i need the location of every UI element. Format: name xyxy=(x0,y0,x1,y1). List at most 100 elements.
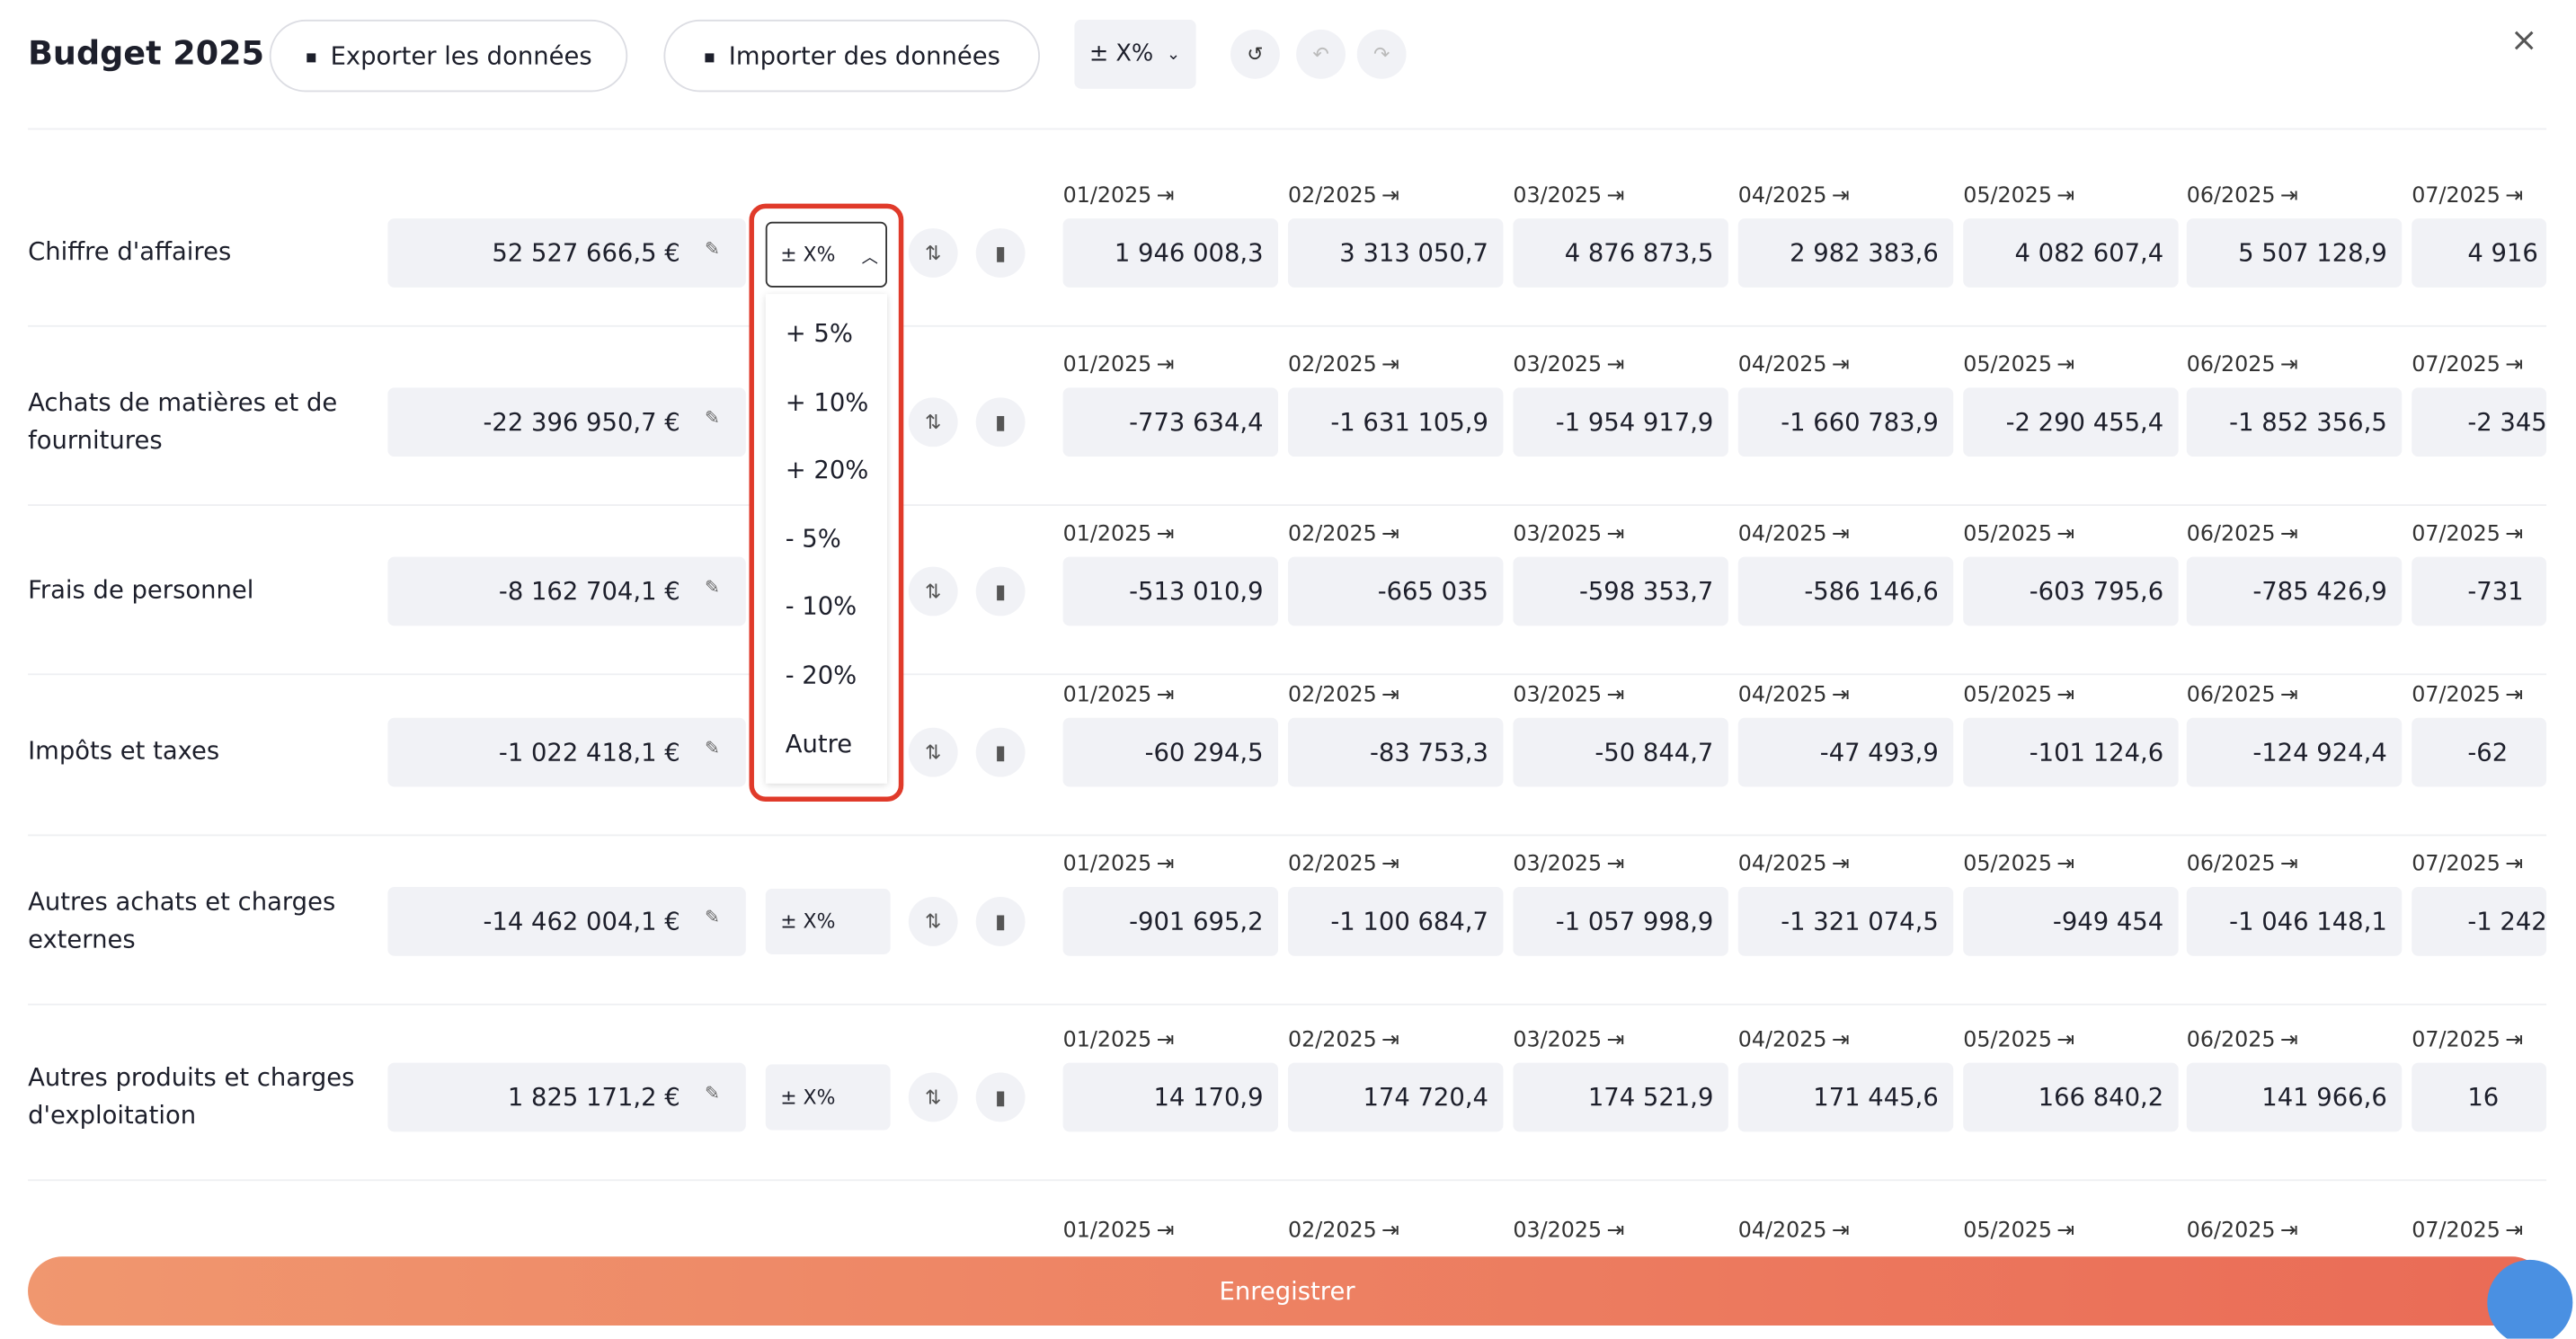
dropdown-option[interactable]: + 5% xyxy=(785,318,853,349)
dropdown-option[interactable]: + 20% xyxy=(785,455,869,485)
month-input[interactable]: -949 454 xyxy=(1963,887,2179,956)
month-input[interactable]: 14 170,9 xyxy=(1062,1062,1279,1132)
dropdown-option[interactable]: Autre xyxy=(785,728,853,758)
month-input[interactable]: -83 753,3 xyxy=(1287,717,1504,787)
total-input[interactable]: 52 527 666,5 € xyxy=(387,218,746,288)
month-value: 5 507 128,9 xyxy=(2238,238,2387,268)
month-input[interactable]: -1 100 684,7 xyxy=(1287,887,1504,956)
month-input[interactable]: 5 507 128,9 xyxy=(2186,218,2403,288)
sort-button[interactable]: ⇅ xyxy=(908,566,958,616)
month-input[interactable]: -665 035 xyxy=(1287,556,1504,626)
month-input[interactable]: -1 852 356,5 xyxy=(2186,387,2403,457)
total-input[interactable]: -22 396 950,7 € xyxy=(387,387,746,457)
month-value: 1 946 008,3 xyxy=(1114,238,1264,268)
month-input[interactable]: 16 xyxy=(2412,1062,2547,1132)
month-input[interactable]: -785 426,9 xyxy=(2186,556,2403,626)
total-input[interactable]: -8 162 704,1 € xyxy=(387,556,746,626)
month-input[interactable]: 171 445,6 xyxy=(1737,1062,1954,1132)
month-input[interactable]: 174 521,9 xyxy=(1513,1062,1728,1132)
month-input[interactable]: 3 313 050,7 xyxy=(1287,218,1504,288)
month-input[interactable]: -603 795,6 xyxy=(1963,556,2179,626)
month-input[interactable]: -2 290 455,4 xyxy=(1963,387,2179,457)
history-button[interactable]: ↺ xyxy=(1230,29,1280,79)
month-input[interactable]: 174 720,4 xyxy=(1287,1062,1504,1132)
month-input[interactable]: -1 660 783,9 xyxy=(1737,387,1954,457)
total-input[interactable]: -14 462 004,1 € xyxy=(387,887,746,956)
month-label: 06/2025 xyxy=(2186,1219,2276,1244)
clipboard-button[interactable]: ▮ xyxy=(975,228,1026,278)
redo-button[interactable]: ↷ xyxy=(1356,29,1407,79)
month-input[interactable]: -60 294,5 xyxy=(1062,717,1279,787)
month-input[interactable]: -513 010,9 xyxy=(1062,556,1279,626)
month-input[interactable]: -50 844,7 xyxy=(1513,717,1728,787)
edit-icon[interactable]: ✎ xyxy=(705,1082,720,1104)
total-input[interactable]: -1 022 418,1 € xyxy=(387,717,746,787)
clipboard-button[interactable]: ▮ xyxy=(975,727,1026,777)
month-input[interactable]: -731 xyxy=(2412,556,2547,626)
month-input[interactable]: -1 057 998,9 xyxy=(1513,887,1728,956)
row-separator xyxy=(28,1179,2547,1182)
edit-icon[interactable]: ✎ xyxy=(705,576,720,599)
dropdown-option[interactable]: + 10% xyxy=(785,386,869,417)
month-input[interactable]: -1 046 148,1 xyxy=(2186,887,2403,956)
month-input[interactable]: -1 242 xyxy=(2412,887,2547,956)
import-button[interactable]: ▪ Importer des données xyxy=(663,19,1040,93)
month-input[interactable]: 166 840,2 xyxy=(1963,1062,2179,1132)
percent-select[interactable]: ± X% ⌄ xyxy=(1074,19,1196,89)
month-input[interactable]: -1 954 917,9 xyxy=(1513,387,1728,457)
dropdown-option[interactable]: - 5% xyxy=(785,523,841,554)
sort-button[interactable]: ⇅ xyxy=(908,727,958,777)
month-input[interactable]: -62 xyxy=(2412,717,2547,787)
month-value: -1 631 105,9 xyxy=(1330,407,1488,438)
month-input[interactable]: 4 916 xyxy=(2412,218,2547,288)
clipboard-button[interactable]: ▮ xyxy=(975,1072,1026,1122)
header-separator xyxy=(28,128,2547,130)
month-label: 02/2025 xyxy=(1287,352,1377,378)
month-value: -101 124,6 xyxy=(2029,737,2164,767)
month-arrow: ⇥ xyxy=(2279,352,2298,378)
month-input[interactable]: -1 321 074,5 xyxy=(1737,887,1954,956)
month-value: -1 242 xyxy=(2467,906,2547,936)
month-input[interactable]: -124 924,4 xyxy=(2186,717,2403,787)
month-label: 01/2025 xyxy=(1062,683,1152,708)
clipboard-button[interactable]: ▮ xyxy=(975,896,1026,946)
month-label: 01/2025 xyxy=(1062,852,1152,878)
month-input[interactable]: -2 345 xyxy=(2412,387,2547,457)
month-input[interactable]: -773 634,4 xyxy=(1062,387,1279,457)
month-input[interactable]: 2 982 383,6 xyxy=(1737,218,1954,288)
sort-button[interactable]: ⇅ xyxy=(908,228,958,278)
month-input[interactable]: 141 966,6 xyxy=(2186,1062,2403,1132)
save-button[interactable]: Enregistrer xyxy=(28,1256,2547,1326)
dropdown-option[interactable]: - 10% xyxy=(785,591,857,622)
total-value: 1 825 171,2 € xyxy=(507,1082,680,1113)
total-input[interactable]: 1 825 171,2 € xyxy=(387,1062,746,1132)
edit-icon[interactable]: ✎ xyxy=(705,906,720,928)
chat-button[interactable] xyxy=(2487,1259,2573,1339)
edit-icon[interactable]: ✎ xyxy=(705,238,720,260)
sort-button[interactable]: ⇅ xyxy=(908,397,958,448)
open-select[interactable]: ± X% ︿ xyxy=(765,221,888,288)
month-input[interactable]: -598 353,7 xyxy=(1513,556,1728,626)
clipboard-button[interactable]: ▮ xyxy=(975,566,1026,616)
export-button[interactable]: ▪ Exporter les données xyxy=(269,19,628,93)
month-input[interactable]: -1 631 105,9 xyxy=(1287,387,1504,457)
dropdown-option[interactable]: - 20% xyxy=(785,660,857,690)
month-input[interactable]: 4 082 607,4 xyxy=(1963,218,2179,288)
edit-icon[interactable]: ✎ xyxy=(705,737,720,759)
month-input[interactable]: 4 876 873,5 xyxy=(1513,218,1728,288)
row-select[interactable]: ± X% xyxy=(765,1064,891,1131)
month-input[interactable]: 1 946 008,3 xyxy=(1062,218,1279,288)
edit-icon[interactable]: ✎ xyxy=(705,407,720,430)
month-input[interactable]: -101 124,6 xyxy=(1963,717,2179,787)
sort-button[interactable]: ⇅ xyxy=(908,1072,958,1122)
row-select[interactable]: ± X% xyxy=(765,888,891,954)
export-label: Exporter les données xyxy=(330,40,592,71)
month-input[interactable]: -47 493,9 xyxy=(1737,717,1954,787)
month-input[interactable]: -901 695,2 xyxy=(1062,887,1279,956)
sort-button[interactable]: ⇅ xyxy=(908,896,958,946)
month-input[interactable]: -586 146,6 xyxy=(1737,556,1954,626)
clipboard-button[interactable]: ▮ xyxy=(975,397,1026,448)
month-label: 03/2025 xyxy=(1513,683,1603,708)
close-button[interactable]: × xyxy=(2509,19,2538,59)
undo-button[interactable]: ↶ xyxy=(1296,29,1346,79)
